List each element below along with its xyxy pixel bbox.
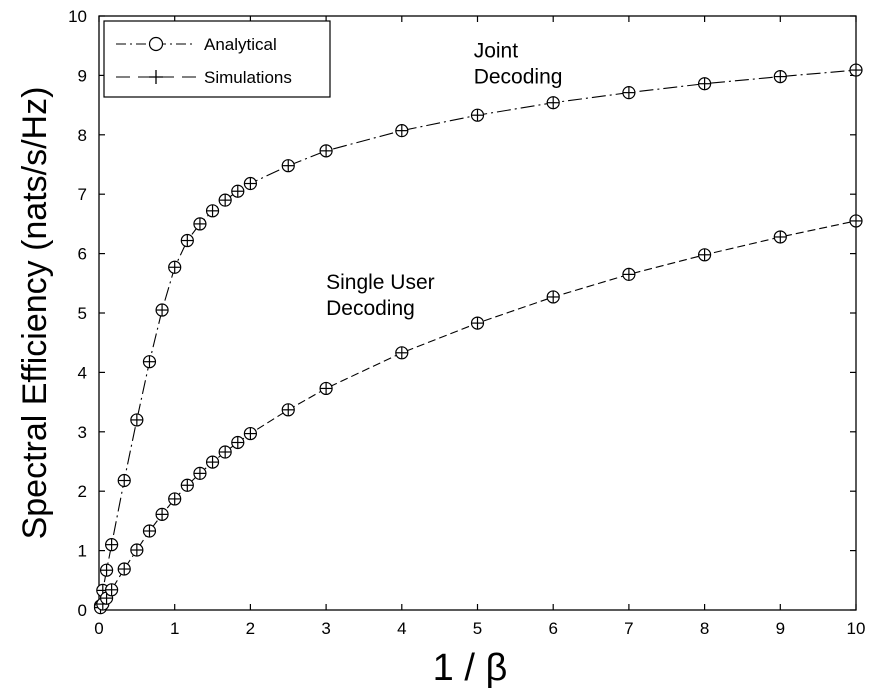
y-tick-label: 5 (78, 304, 87, 323)
data-point (773, 230, 787, 244)
data-point (281, 159, 295, 173)
plot-frame (98, 15, 857, 611)
y-tick-label: 6 (78, 245, 87, 264)
data-point (243, 176, 257, 191)
series-line (100, 220, 857, 608)
data-point (180, 233, 194, 248)
legend-box (103, 20, 331, 98)
x-tick-label: 10 (847, 619, 866, 638)
data-point (622, 267, 636, 281)
annotation-text: Decoding (474, 66, 563, 89)
data-point (130, 543, 144, 557)
legend-marker-circle (148, 36, 164, 52)
axis-ticks: 0 1 2 3 4 5 6 7 8 9 10 0 1 2 3 4 5 6 7 8 9 10 (68, 7, 865, 638)
data-point (231, 184, 245, 198)
y-axis-title: Spectral Efficiency (nats/s/Hz) (16, 87, 54, 540)
data-point (205, 204, 220, 218)
x-tick-label: 9 (776, 619, 785, 638)
data-point (470, 108, 485, 122)
data-point (849, 63, 863, 77)
data-point (117, 473, 131, 488)
annotation-text: Single User (326, 271, 435, 294)
y-tick-label: 10 (68, 7, 87, 26)
data-point (470, 316, 485, 330)
data-point (180, 478, 194, 492)
data-point (105, 538, 119, 552)
data-point (395, 346, 409, 360)
data-point (193, 466, 207, 480)
data-point (546, 290, 560, 304)
data-point (319, 144, 333, 158)
data-point (155, 303, 169, 317)
data-point (168, 492, 182, 506)
x-tick-label: 7 (624, 619, 633, 638)
legend: Analytical Simulations (103, 20, 331, 98)
x-axis-title: 1 / β (433, 647, 508, 689)
x-tick-label: 8 (700, 619, 709, 638)
x-tick-label: 6 (548, 619, 557, 638)
y-tick-label: 7 (78, 185, 87, 204)
data-point (193, 217, 207, 231)
series-line (99, 69, 857, 606)
data-point (395, 124, 409, 138)
data-point (697, 248, 712, 262)
data-point (99, 563, 114, 577)
series-1 (93, 214, 863, 615)
y-tick-label: 0 (78, 601, 87, 620)
annotation-text: Joint (474, 40, 519, 63)
y-tick-label: 4 (78, 363, 87, 382)
x-tick-label: 2 (246, 619, 255, 638)
x-tick-label: 3 (321, 619, 330, 638)
data-point (697, 77, 712, 91)
data-point (773, 69, 787, 84)
legend-label: Simulations (204, 68, 292, 87)
annotation-text: Decoding (326, 297, 415, 320)
series-0 (93, 63, 863, 613)
data-point (155, 507, 169, 521)
data-point (142, 355, 157, 369)
y-tick-label: 1 (78, 542, 87, 561)
x-tick-label: 0 (94, 619, 103, 638)
data-series (93, 63, 863, 615)
data-point (546, 96, 560, 110)
data-point (130, 413, 144, 427)
data-point (168, 260, 182, 274)
data-point (205, 455, 220, 469)
data-point (231, 435, 245, 450)
y-tick-label: 2 (78, 482, 87, 501)
y-tick-label: 3 (78, 423, 87, 442)
data-point (142, 524, 157, 538)
data-point (218, 193, 232, 207)
legend-label: Analytical (204, 35, 277, 54)
y-tick-label: 8 (78, 126, 87, 145)
data-point (622, 86, 636, 100)
data-point (218, 445, 232, 459)
data-point (105, 583, 119, 597)
x-tick-label: 5 (473, 619, 482, 638)
data-point (319, 381, 333, 396)
data-point (281, 403, 295, 417)
data-point (117, 562, 131, 576)
x-tick-label: 1 (170, 619, 179, 638)
y-tick-label: 9 (78, 66, 87, 85)
data-point (849, 214, 863, 228)
x-tick-label: 4 (397, 619, 406, 638)
data-point (243, 426, 257, 441)
annotations: Joint Decoding Single User Decoding (326, 40, 562, 321)
